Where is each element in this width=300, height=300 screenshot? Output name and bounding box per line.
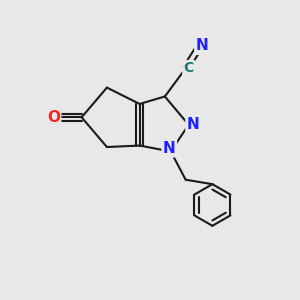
Text: O: O <box>47 110 60 125</box>
Text: C: C <box>184 61 194 75</box>
Text: N: N <box>163 141 176 156</box>
Text: N: N <box>196 38 208 53</box>
Text: N: N <box>187 117 200 132</box>
